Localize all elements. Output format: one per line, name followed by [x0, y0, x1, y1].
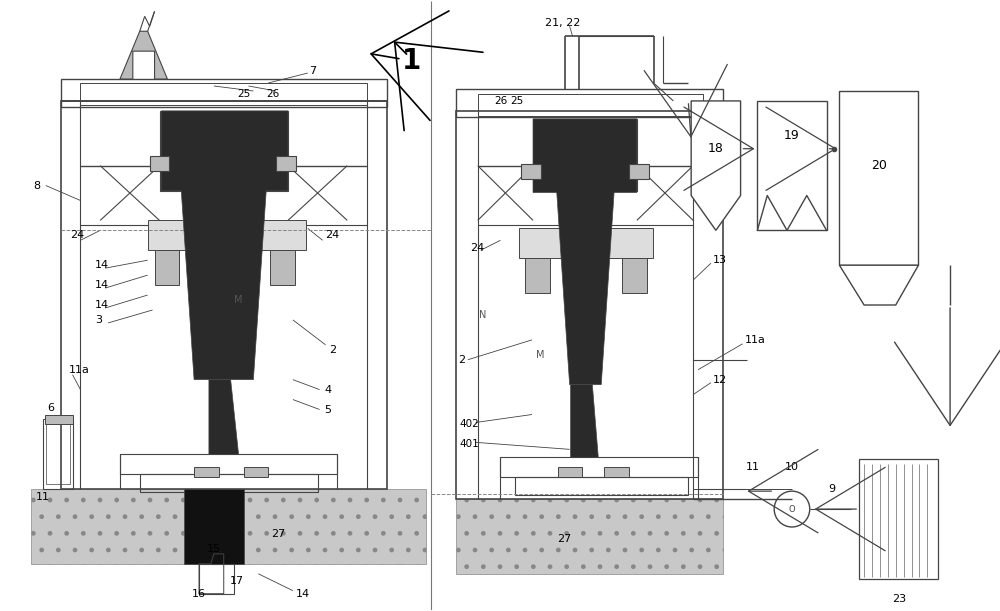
Text: 14: 14	[95, 280, 109, 290]
Bar	[456, 111, 723, 499]
Bar	[160, 111, 288, 191]
Bar	[456, 89, 723, 117]
Text: 13: 13	[713, 255, 727, 265]
Polygon shape	[209, 379, 239, 455]
Text: 11: 11	[36, 492, 50, 502]
Bar	[604, 467, 629, 477]
Text: 1: 1	[402, 47, 421, 75]
Polygon shape	[120, 31, 167, 79]
Text: 16: 16	[192, 588, 206, 599]
Text: 27: 27	[271, 529, 285, 539]
Bar	[199, 564, 234, 594]
Bar	[46, 425, 70, 484]
Text: 17: 17	[230, 576, 244, 586]
Bar	[515, 477, 688, 495]
Text: O: O	[789, 505, 795, 514]
Text: 11a: 11a	[745, 335, 765, 345]
Bar	[839, 91, 918, 265]
Bar	[456, 499, 723, 574]
Text: 3: 3	[95, 315, 102, 325]
Text: M: M	[234, 295, 243, 305]
Text: 20: 20	[871, 159, 887, 172]
Text: 26: 26	[625, 144, 638, 154]
Text: 24: 24	[470, 243, 484, 254]
Bar	[80, 83, 367, 105]
Bar	[61, 79, 387, 107]
Polygon shape	[184, 489, 244, 564]
Bar	[148, 221, 306, 251]
Bar	[45, 414, 73, 425]
Text: 21, 22: 21, 22	[545, 18, 580, 28]
Bar	[859, 459, 938, 579]
Text: 2: 2	[329, 345, 336, 355]
Bar	[519, 229, 653, 258]
Text: 9: 9	[828, 484, 835, 494]
Text: 14: 14	[95, 300, 109, 310]
Bar	[521, 164, 541, 178]
Text: 8: 8	[33, 180, 40, 191]
Bar	[525, 258, 550, 293]
Bar	[757, 101, 827, 230]
Text: 18: 18	[708, 142, 724, 155]
Text: 15: 15	[207, 544, 221, 554]
Text: 26: 26	[494, 96, 507, 106]
Text: 5: 5	[324, 404, 331, 414]
Bar	[194, 467, 219, 477]
Bar	[558, 467, 582, 477]
Bar	[31, 489, 426, 564]
Bar	[276, 156, 296, 170]
Bar	[478, 94, 703, 116]
Bar	[61, 101, 387, 489]
Text: 19: 19	[784, 130, 800, 142]
Bar	[140, 474, 318, 492]
Bar	[43, 420, 73, 489]
Text: 27: 27	[558, 534, 572, 544]
Text: 10: 10	[785, 463, 799, 472]
Text: N: N	[479, 310, 486, 320]
Polygon shape	[691, 101, 741, 230]
Polygon shape	[839, 265, 918, 305]
Bar	[629, 164, 649, 178]
Bar	[270, 251, 295, 285]
Text: 401: 401	[460, 439, 480, 449]
Bar	[533, 119, 637, 191]
Text: 26: 26	[267, 89, 280, 99]
Text: 12: 12	[713, 375, 727, 385]
Text: 25: 25	[511, 96, 524, 106]
Polygon shape	[161, 111, 288, 379]
Text: 7: 7	[309, 66, 316, 76]
Text: 24: 24	[71, 230, 85, 240]
Bar	[622, 258, 647, 293]
Text: 14: 14	[296, 588, 310, 599]
Text: 6: 6	[47, 403, 54, 412]
Text: 4: 4	[324, 384, 331, 395]
Text: 25: 25	[237, 89, 250, 99]
Text: 23: 23	[892, 594, 906, 604]
Bar	[150, 156, 169, 170]
Text: 11: 11	[745, 463, 759, 472]
Bar	[120, 455, 337, 474]
Text: 2: 2	[458, 355, 465, 365]
Bar	[500, 457, 698, 477]
Text: M: M	[536, 349, 544, 360]
Text: 11a: 11a	[69, 365, 89, 375]
Polygon shape	[571, 385, 598, 457]
Polygon shape	[533, 119, 637, 385]
Text: 14: 14	[95, 260, 109, 270]
Text: 24: 24	[325, 230, 340, 240]
Bar	[155, 251, 179, 285]
Bar	[244, 467, 268, 477]
Text: 402: 402	[460, 420, 480, 430]
